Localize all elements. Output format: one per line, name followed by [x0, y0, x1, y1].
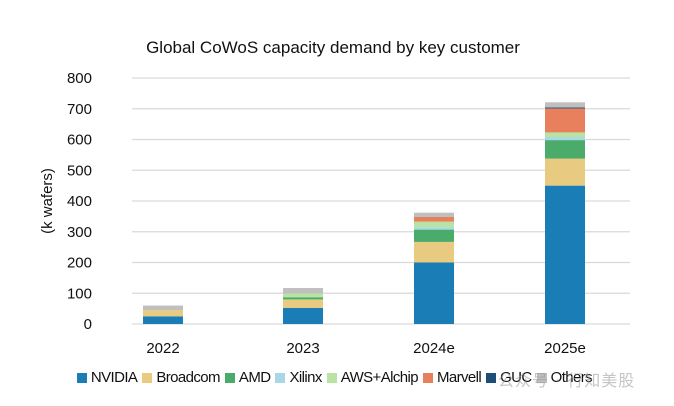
legend-swatch	[486, 372, 497, 383]
legend-item-marvell: Marvell	[422, 369, 482, 386]
watermark: 公众号 · 行知美股	[498, 371, 636, 390]
bar-segment-broadcom	[283, 299, 323, 309]
legend-swatch	[224, 372, 235, 383]
bar-segment-marvell	[414, 216, 454, 222]
y-tick-label: 700	[67, 101, 92, 118]
bar-segment-aws-alchip	[545, 132, 585, 138]
legend-label: Marvell	[436, 369, 482, 386]
gridlines	[132, 77, 630, 325]
chart-title: Global CoWoS capacity demand by key cust…	[146, 38, 520, 57]
y-tick-label: 400	[67, 193, 92, 210]
bar-segment-xilinx	[545, 137, 585, 141]
bar-segment-nvidia	[143, 316, 183, 324]
legend-label: Xilinx	[289, 369, 322, 386]
bar-segment-marvell	[545, 108, 585, 133]
y-tick-label: 600	[67, 132, 92, 149]
legend-swatch	[422, 372, 433, 383]
legend-swatch	[536, 372, 547, 383]
legend-swatch	[275, 372, 286, 383]
bars	[143, 102, 585, 324]
bar-segment-amd	[283, 297, 323, 300]
x-tick-label: 2022	[146, 340, 179, 357]
legend-label: AWS+Alchip	[340, 369, 419, 386]
bar-segment-amd	[414, 229, 454, 242]
bar-segment-amd	[545, 140, 585, 159]
legend-item-nvidia: NVIDIA	[76, 369, 138, 386]
legend-label: NVIDIA	[90, 369, 138, 386]
bar-segment-nvidia	[545, 185, 585, 324]
x-axis-ticks: 2022 2023 2024e 2025e	[146, 340, 586, 357]
x-tick-label: 2025e	[544, 340, 586, 357]
legend-label: AMD	[238, 369, 271, 386]
bar-segment-others	[545, 102, 585, 108]
bar-segment-others	[283, 288, 323, 294]
legend-item-broadcom: Broadcom	[142, 369, 221, 386]
y-tick-label: 500	[67, 162, 92, 179]
legend-item-xilinx: Xilinx	[275, 369, 322, 386]
bar-segment-others	[414, 212, 454, 217]
legend-item-others: Others	[536, 369, 593, 386]
bar-segment-aws-alchip	[283, 293, 323, 298]
bar-segment-nvidia	[414, 262, 454, 324]
y-tick-label: 800	[67, 70, 92, 87]
legend: NVIDIA Broadcom AMD Xilinx AWS+Alchip Marvell…	[0, 369, 674, 386]
bar-segment-broadcom	[414, 241, 454, 263]
legend-label: GUC	[500, 369, 532, 386]
legend-swatch	[76, 372, 87, 383]
legend-label: Broadcom	[156, 369, 220, 386]
bar-stack-2023	[283, 288, 323, 324]
legend-item-amd: AMD	[224, 369, 271, 386]
legend-label: Others	[550, 369, 593, 386]
y-axis-label: (k wafers)	[39, 168, 56, 234]
bar-segment-others	[143, 305, 183, 311]
bar-segment-broadcom	[545, 158, 585, 186]
bar-segment-broadcom	[143, 310, 183, 317]
legend-item-aws-alchip: AWS+Alchip	[326, 369, 419, 386]
x-tick-label: 2023	[286, 340, 319, 357]
bar-stack-2022	[143, 305, 183, 324]
bar-segment-aws-alchip	[414, 221, 454, 228]
legend-item-guc: GUC	[486, 369, 532, 386]
y-axis-ticks: 0 100 200 300 400 500 600 700 800	[67, 70, 92, 333]
legend-swatch	[326, 372, 337, 383]
y-tick-label: 100	[67, 285, 92, 302]
legend-swatch	[142, 372, 153, 383]
x-tick-label: 2024e	[413, 340, 455, 357]
bar-segment-xilinx	[414, 227, 454, 230]
y-tick-label: 200	[67, 255, 92, 272]
y-tick-label: 300	[67, 224, 92, 241]
bar-segment-nvidia	[283, 308, 323, 324]
bar-stack-2024e	[414, 212, 454, 324]
bar-stack-2025e	[545, 102, 585, 324]
bar-segment-guc	[545, 107, 585, 109]
y-tick-label: 0	[84, 316, 92, 333]
